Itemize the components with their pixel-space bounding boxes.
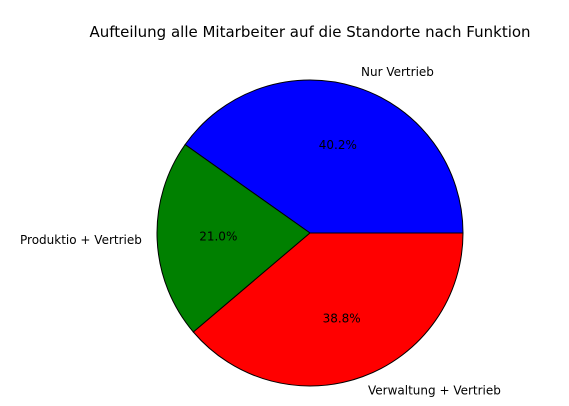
slice-label-nur-vertrieb: Nur Vertrieb [361, 65, 434, 79]
slice-label-produktio-vertrieb: Produktio + Vertrieb [20, 233, 142, 247]
slice-pct-verwaltung-vertrieb: 38.8% [323, 312, 361, 326]
slice-pct-produktio-vertrieb: 21.0% [199, 230, 237, 244]
pie-slice-verwaltung-vertrieb [192, 232, 464, 387]
slice-pct-nur-vertrieb: 40.2% [319, 138, 357, 152]
chart-title: Aufteilung alle Mitarbeiter auf die Stan… [89, 23, 530, 41]
slice-label-verwaltung-vertrieb: Verwaltung + Vertrieb [368, 383, 501, 397]
pie-slice-produktio-vertrieb [156, 143, 311, 333]
pie-slice-nur-vertrieb [184, 79, 464, 234]
pie-slices [156, 79, 464, 387]
pie-labels: Nur Vertrieb 40.2% Produktio + Vertrieb 21.… [20, 65, 501, 397]
